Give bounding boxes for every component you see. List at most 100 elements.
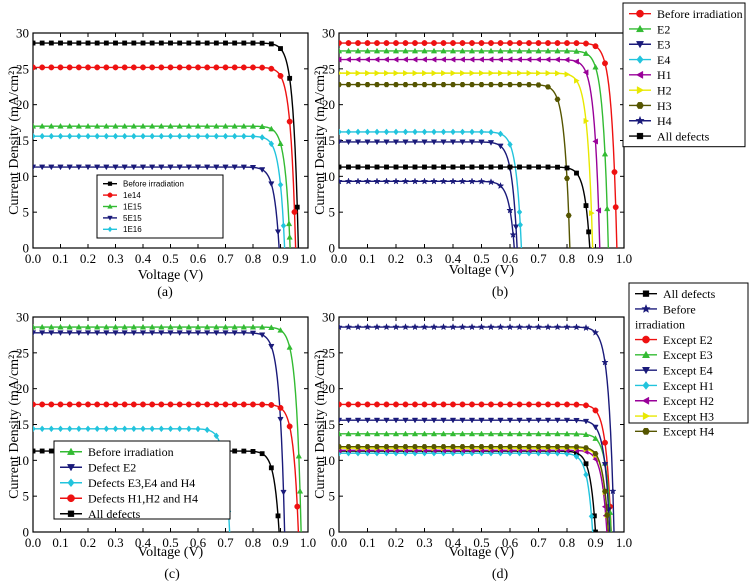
data-point <box>497 56 503 63</box>
data-point <box>516 444 523 450</box>
y-tick-label: 30 <box>16 26 29 41</box>
data-point <box>403 164 408 170</box>
data-point <box>365 70 371 77</box>
data-point <box>516 40 523 46</box>
data-point <box>592 63 599 70</box>
data-point <box>339 47 343 54</box>
data-point <box>33 164 37 171</box>
data-point <box>268 140 275 148</box>
data-point <box>48 164 55 171</box>
data-point <box>383 430 390 437</box>
x-tick-label: 0.4 <box>135 251 152 266</box>
data-point <box>354 47 362 54</box>
data-point <box>450 401 456 408</box>
data-point <box>459 40 466 46</box>
legend-marker <box>635 24 645 33</box>
data-point <box>140 40 146 46</box>
data-point <box>421 444 428 450</box>
data-point <box>411 417 419 424</box>
data-point <box>373 177 381 185</box>
y-tick-label: 15 <box>322 417 335 432</box>
data-point <box>421 417 428 424</box>
data-point <box>526 164 532 170</box>
x-tick-label: 0.6 <box>190 535 207 550</box>
data-point <box>383 139 390 146</box>
x-tick-label: 0.8 <box>559 535 575 550</box>
data-point <box>339 430 343 437</box>
data-point <box>382 323 391 331</box>
data-point <box>478 139 485 146</box>
data-point <box>259 134 265 141</box>
data-point <box>291 209 298 215</box>
data-point <box>75 401 82 408</box>
data-point <box>48 323 55 330</box>
data-point <box>48 448 54 454</box>
data-point <box>392 139 400 146</box>
data-point <box>478 56 484 63</box>
data-point <box>103 40 109 46</box>
data-point <box>516 401 523 408</box>
legend-marker <box>107 215 113 221</box>
series-group <box>339 40 619 248</box>
data-point <box>33 330 37 336</box>
data-point <box>139 330 147 336</box>
data-point <box>268 343 275 350</box>
data-point <box>232 40 238 46</box>
data-point <box>564 71 571 78</box>
legend-marker <box>636 9 644 18</box>
data-point <box>113 40 118 46</box>
data-point <box>33 132 36 140</box>
data-point <box>112 401 119 408</box>
data-point <box>66 323 73 330</box>
data-point <box>112 425 119 433</box>
data-point <box>564 401 570 408</box>
data-point <box>573 58 579 65</box>
data-point <box>488 70 495 77</box>
data-point <box>583 203 589 209</box>
data-point <box>449 56 456 63</box>
data-point <box>186 132 192 140</box>
data-point <box>554 401 561 408</box>
data-point <box>450 40 456 46</box>
data-point <box>33 40 36 46</box>
data-point <box>249 123 257 129</box>
x-axis-label: Voltage (V) <box>449 263 515 278</box>
data-point <box>250 64 256 71</box>
legend-label: 5E15 <box>123 214 142 223</box>
data-point <box>131 132 137 140</box>
data-point <box>589 210 595 217</box>
data-point <box>268 402 275 408</box>
legend-marker <box>642 290 650 297</box>
data-point <box>526 40 532 46</box>
data-point <box>185 122 192 129</box>
data-point <box>478 430 485 437</box>
data-point <box>383 417 390 424</box>
data-point <box>140 401 146 408</box>
data-point <box>421 430 428 437</box>
data-point <box>602 60 608 67</box>
data-point <box>497 40 504 46</box>
data-point <box>103 323 110 330</box>
data-point <box>563 56 570 63</box>
data-point <box>431 401 437 408</box>
data-point <box>259 451 265 457</box>
data-point <box>441 70 447 77</box>
data-point <box>468 56 475 63</box>
x-tick-label: 1.0 <box>616 251 632 266</box>
data-point <box>354 139 362 146</box>
data-point <box>526 70 533 77</box>
data-point <box>517 221 524 229</box>
data-point <box>604 512 611 518</box>
data-point <box>222 164 229 171</box>
legend-label: Defects E3,E4 and H4 <box>88 476 195 490</box>
data-point <box>411 47 419 54</box>
data-point <box>259 332 266 339</box>
data-point <box>345 417 352 424</box>
legend-label: Except E4 <box>663 363 713 377</box>
data-point <box>545 164 551 170</box>
data-point <box>384 164 389 170</box>
data-point <box>85 425 91 433</box>
data-point <box>487 140 495 146</box>
x-tick-label: 0.8 <box>245 251 261 266</box>
